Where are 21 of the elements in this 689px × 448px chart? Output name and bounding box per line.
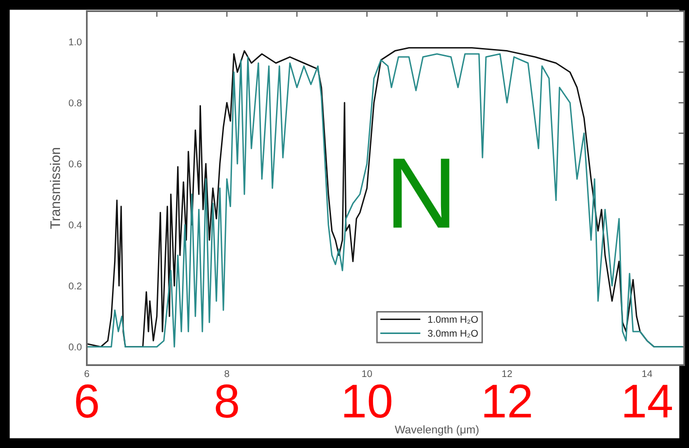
y-axis-title: Transmission <box>50 148 60 229</box>
text: 14 <box>642 370 652 378</box>
y-tick-label: 0.0 <box>68 344 82 350</box>
annotation: N <box>393 158 450 228</box>
legend-label: 1.0mm H₂O <box>428 316 478 324</box>
x-tick-label: 6 <box>76 384 98 418</box>
text: 12 <box>502 370 512 378</box>
y-tick-label: 1.0 <box>69 38 82 46</box>
text: 8 <box>224 370 230 378</box>
y-tick-label: 0.2 <box>68 282 82 290</box>
x-tick-label: 8 <box>216 384 238 418</box>
x-tick-label: 14 <box>624 384 672 418</box>
y-tick-label: 0.8 <box>68 99 82 106</box>
y-tick-label: 0.4 <box>68 222 82 228</box>
x-tick-label: 12 <box>484 384 531 418</box>
x-axis-title: Wavelength (μm) <box>394 425 478 436</box>
y-tick-label: 0.6 <box>68 160 82 168</box>
text: 10 <box>362 370 372 378</box>
legend-label: 3.0mm H₂O <box>428 330 478 338</box>
x-tick-label: 10 <box>344 384 392 418</box>
text: 6 <box>84 370 90 378</box>
